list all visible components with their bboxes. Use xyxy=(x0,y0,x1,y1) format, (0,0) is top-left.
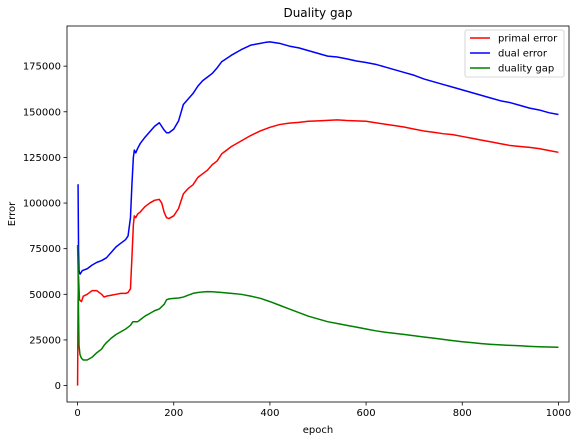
series-line-duality-gap xyxy=(76,245,559,361)
y-tick-label: 100000 xyxy=(23,199,61,210)
legend-label-duality-gap: duality gap xyxy=(498,64,554,75)
x-tick-label: 200 xyxy=(164,408,183,419)
x-tick-label: 600 xyxy=(357,408,376,419)
x-axis-label: epoch xyxy=(303,425,333,436)
x-axis: 0 200 400 600 800 1000 xyxy=(74,402,571,419)
chart-title: Duality gap xyxy=(283,6,352,20)
series-line-primal-error xyxy=(76,119,559,386)
legend-label-dual-error: dual error xyxy=(498,49,548,60)
y-tick-label: 0 xyxy=(55,381,61,392)
y-tick-label: 175000 xyxy=(23,62,61,73)
plot-area xyxy=(66,25,570,403)
x-tick-label: 400 xyxy=(260,408,279,419)
y-tick-label: 25000 xyxy=(29,335,61,346)
legend-frame xyxy=(464,29,565,78)
x-tick-label: 1000 xyxy=(546,408,571,419)
legend: primal error dual error duality gap xyxy=(464,29,565,78)
legend-label-primal-error: primal error xyxy=(498,34,558,45)
y-tick-label: 150000 xyxy=(23,107,61,118)
x-tick-label: 0 xyxy=(74,408,80,419)
plot-frame xyxy=(66,25,570,403)
y-tick-label: 125000 xyxy=(23,153,61,164)
y-tick-label: 50000 xyxy=(29,290,61,301)
y-axis: 0 25000 50000 75000 100000 125000 150000 175000 xyxy=(23,62,67,392)
y-tick-label: 75000 xyxy=(29,244,61,255)
x-tick-label: 800 xyxy=(453,408,472,419)
y-axis-label: Error xyxy=(7,201,18,226)
series-layer xyxy=(76,41,559,386)
series-line-dual-error xyxy=(77,41,559,275)
